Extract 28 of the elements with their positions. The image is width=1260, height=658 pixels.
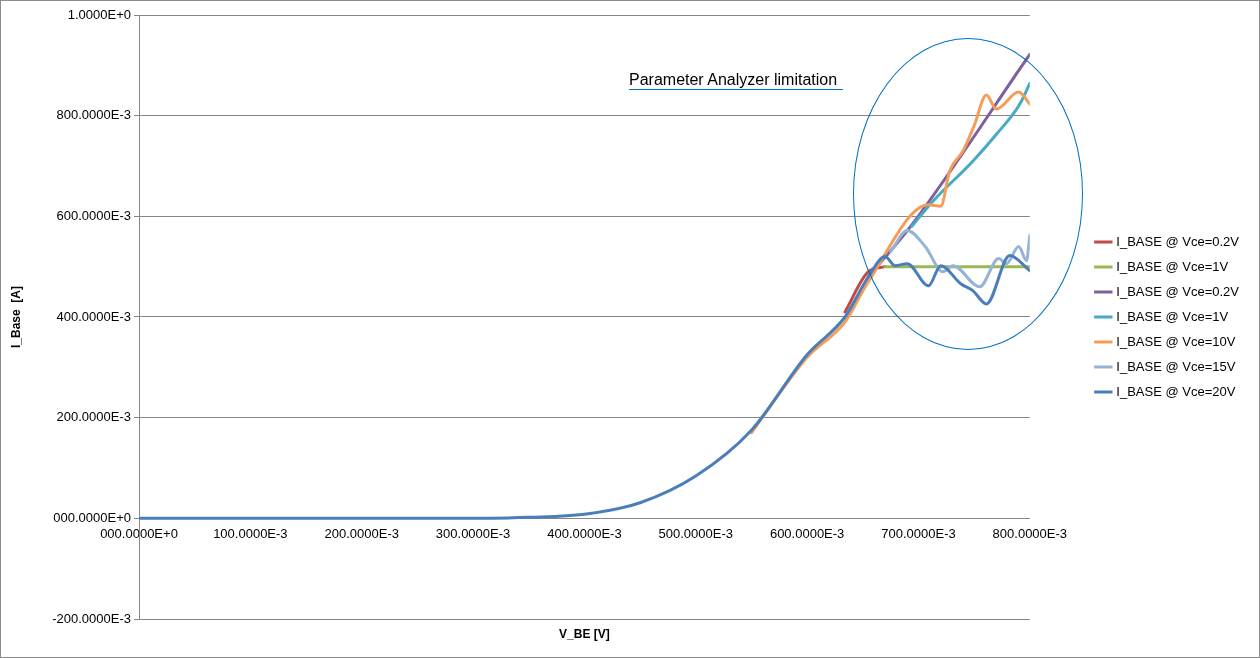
y-tick-label: 600.0000E-3 — [56, 207, 131, 223]
x-tick-label: 700.0000E-3 — [881, 525, 956, 541]
x-tick-label: 000.0000E+0 — [100, 525, 178, 541]
y-tick-label: -200.0000E-3 — [52, 610, 131, 626]
annotation: Parameter Analyzer limitation — [629, 71, 844, 90]
x-tick-label: 200.0000E-3 — [324, 525, 399, 541]
y-axis-title: I_Base [A] — [8, 285, 23, 349]
x-axis-title: V_BE [V] — [559, 627, 610, 642]
x-tick-label: 300.0000E-3 — [435, 525, 511, 541]
legend-label: I_BASE @ Vce=1V — [1116, 258, 1229, 274]
legend-label: I_BASE @ Vce=20V — [1116, 383, 1236, 399]
x-tick-label: 400.0000E-3 — [547, 525, 622, 541]
legend-label: I_BASE @ Vce=0.2V — [1116, 283, 1240, 299]
x-tick-label: 600.0000E-3 — [769, 525, 845, 541]
y-tick-label: 200.0000E-3 — [56, 409, 131, 425]
x-tick-label: 500.0000E-3 — [658, 525, 733, 541]
legend-label: I_BASE @ Vce=1V — [1116, 308, 1229, 324]
y-tick-label: 1.0000E+0 — [67, 6, 131, 22]
y-tick-label: 800.0000E-3 — [56, 107, 131, 123]
y-tick-label: 000.0000E+0 — [53, 509, 131, 525]
legend-label: I_BASE @ Vce=10V — [1116, 333, 1236, 349]
line-series — [889, 228, 1030, 289]
x-tick-label: 100.0000E-3 — [213, 525, 288, 541]
legend-label: I_BASE @ Vce=0.2V — [1116, 233, 1240, 249]
line-series — [910, 81, 1030, 228]
legend-label: I_BASE @ Vce=15V — [1116, 358, 1236, 374]
y-tick-label: 400.0000E-3 — [56, 308, 131, 324]
x-tick-label: 800.0000E-3 — [992, 525, 1068, 541]
